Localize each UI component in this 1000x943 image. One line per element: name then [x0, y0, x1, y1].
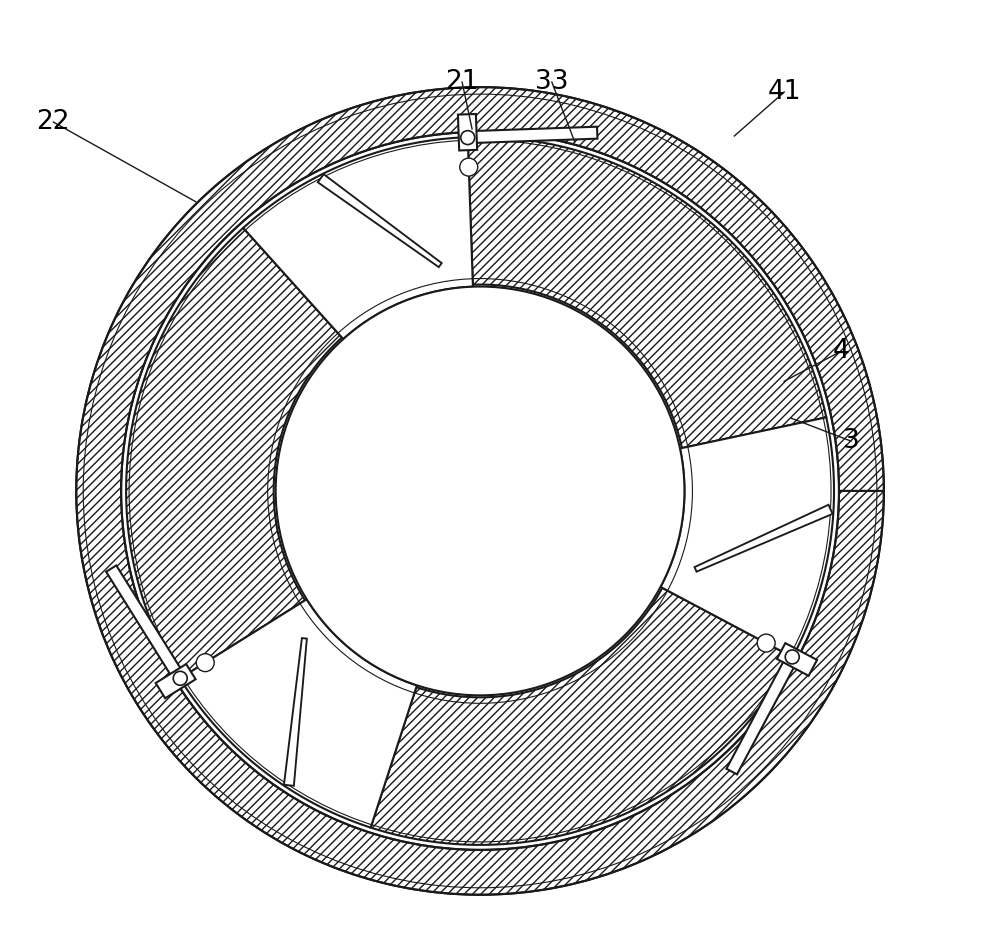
Circle shape	[173, 671, 187, 686]
Polygon shape	[468, 137, 826, 448]
Polygon shape	[695, 505, 833, 571]
Polygon shape	[180, 599, 417, 828]
Text: 22: 22	[37, 109, 70, 135]
Circle shape	[196, 653, 214, 671]
Polygon shape	[106, 566, 185, 682]
Circle shape	[276, 287, 684, 695]
Text: 3: 3	[843, 428, 859, 455]
Polygon shape	[284, 638, 307, 786]
Polygon shape	[726, 654, 798, 774]
Polygon shape	[371, 587, 793, 845]
Polygon shape	[126, 228, 342, 679]
Text: 4: 4	[833, 339, 849, 364]
Polygon shape	[467, 126, 597, 143]
Text: 33: 33	[535, 69, 569, 95]
Circle shape	[785, 650, 799, 664]
Text: 41: 41	[767, 79, 801, 105]
Polygon shape	[156, 664, 196, 698]
Polygon shape	[318, 174, 442, 267]
Circle shape	[460, 158, 478, 176]
Text: 21: 21	[445, 69, 479, 95]
Polygon shape	[777, 643, 817, 676]
Polygon shape	[243, 137, 473, 339]
Polygon shape	[458, 114, 477, 151]
Circle shape	[757, 634, 775, 652]
Polygon shape	[661, 418, 834, 657]
Polygon shape	[76, 87, 884, 895]
Circle shape	[461, 131, 475, 144]
